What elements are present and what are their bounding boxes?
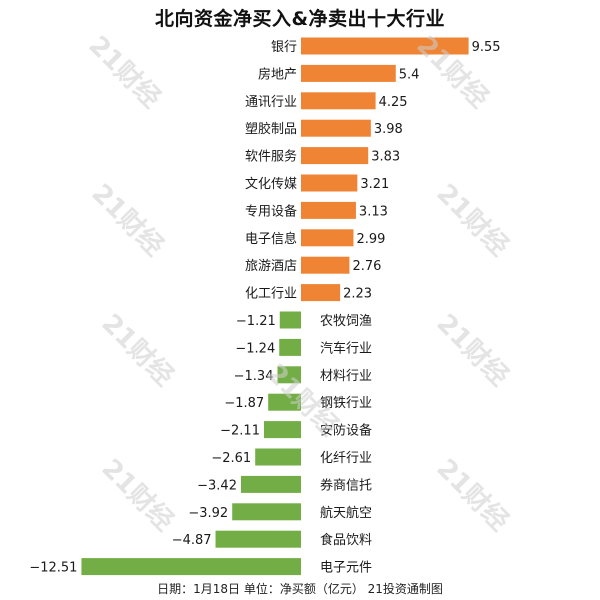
bar-旅游酒店 — [301, 256, 350, 274]
value-label: −4.87 — [172, 533, 212, 548]
bar-农牧饲渔 — [279, 311, 301, 329]
bar-航天航空 — [232, 503, 301, 521]
category-label: 旅游酒店 — [245, 259, 297, 274]
value-label: 2.23 — [343, 287, 372, 302]
value-label: 3.83 — [371, 150, 400, 165]
bar-电子元件 — [81, 558, 302, 576]
category-label: 食品饮料 — [320, 532, 372, 548]
value-label: 4.25 — [379, 95, 408, 110]
bar-券商信托 — [240, 475, 301, 493]
bar-专用设备 — [301, 201, 356, 219]
value-label: 3.21 — [360, 177, 389, 192]
value-label: −1.21 — [236, 314, 276, 329]
bar-安防设备 — [263, 421, 301, 439]
value-label: −1.24 — [235, 341, 275, 356]
bar-化工行业 — [301, 284, 341, 302]
category-label: 农牧饲渔 — [320, 314, 372, 329]
category-label: 房地产 — [258, 66, 297, 82]
category-label: 安防设备 — [320, 423, 372, 439]
bar-银行 — [301, 37, 469, 55]
category-label: 材料行业 — [320, 369, 372, 384]
value-label: −2.61 — [211, 451, 251, 466]
value-label: 9.55 — [472, 40, 501, 55]
value-label: 3.98 — [374, 122, 403, 137]
category-label: 化工行业 — [245, 287, 297, 302]
bar-文化传媒 — [301, 174, 358, 192]
bar-房地产 — [301, 64, 396, 82]
bar-通讯行业 — [301, 92, 376, 110]
value-label: 3.13 — [359, 204, 388, 219]
bar-食品饮料 — [215, 530, 301, 548]
bar-化纤行业 — [255, 448, 301, 466]
category-label: 钢铁行业 — [320, 396, 372, 411]
bar-电子信息 — [301, 229, 354, 247]
value-label: −1.87 — [224, 396, 264, 411]
bar-钢铁行业 — [268, 393, 301, 411]
category-label: 电子元件 — [320, 561, 372, 576]
bar-塑胶制品 — [301, 119, 371, 137]
value-label: 5.4 — [399, 67, 420, 82]
value-label: −12.51 — [29, 561, 77, 576]
category-label: 专用设备 — [245, 203, 297, 219]
value-label: −3.42 — [197, 478, 237, 493]
category-label: 银行 — [271, 40, 297, 55]
category-label: 软件服务 — [245, 149, 297, 165]
chart-footer: 日期：1月18日 单位：净买额（亿元） 21投资通制图 — [157, 582, 443, 596]
category-label: 塑胶制品 — [245, 121, 297, 137]
value-label: 2.76 — [352, 259, 381, 274]
value-label: 2.99 — [356, 232, 385, 247]
category-label: 化纤行业 — [320, 451, 372, 466]
value-label: −3.92 — [188, 506, 228, 521]
category-label: 券商信托 — [320, 477, 372, 493]
bar-软件服务 — [301, 147, 369, 165]
category-label: 电子信息 — [245, 231, 297, 247]
category-label: 通讯行业 — [245, 95, 297, 110]
value-label: −2.11 — [220, 424, 260, 439]
category-label: 航天航空 — [320, 505, 372, 521]
bar-材料行业 — [277, 366, 301, 384]
bar-汽车行业 — [279, 338, 301, 356]
value-label: −1.34 — [234, 369, 274, 384]
chart-title: 北向资金净买入&净卖出十大行业 — [154, 8, 446, 30]
category-label: 文化传媒 — [245, 177, 297, 192]
category-label: 汽车行业 — [320, 340, 372, 356]
